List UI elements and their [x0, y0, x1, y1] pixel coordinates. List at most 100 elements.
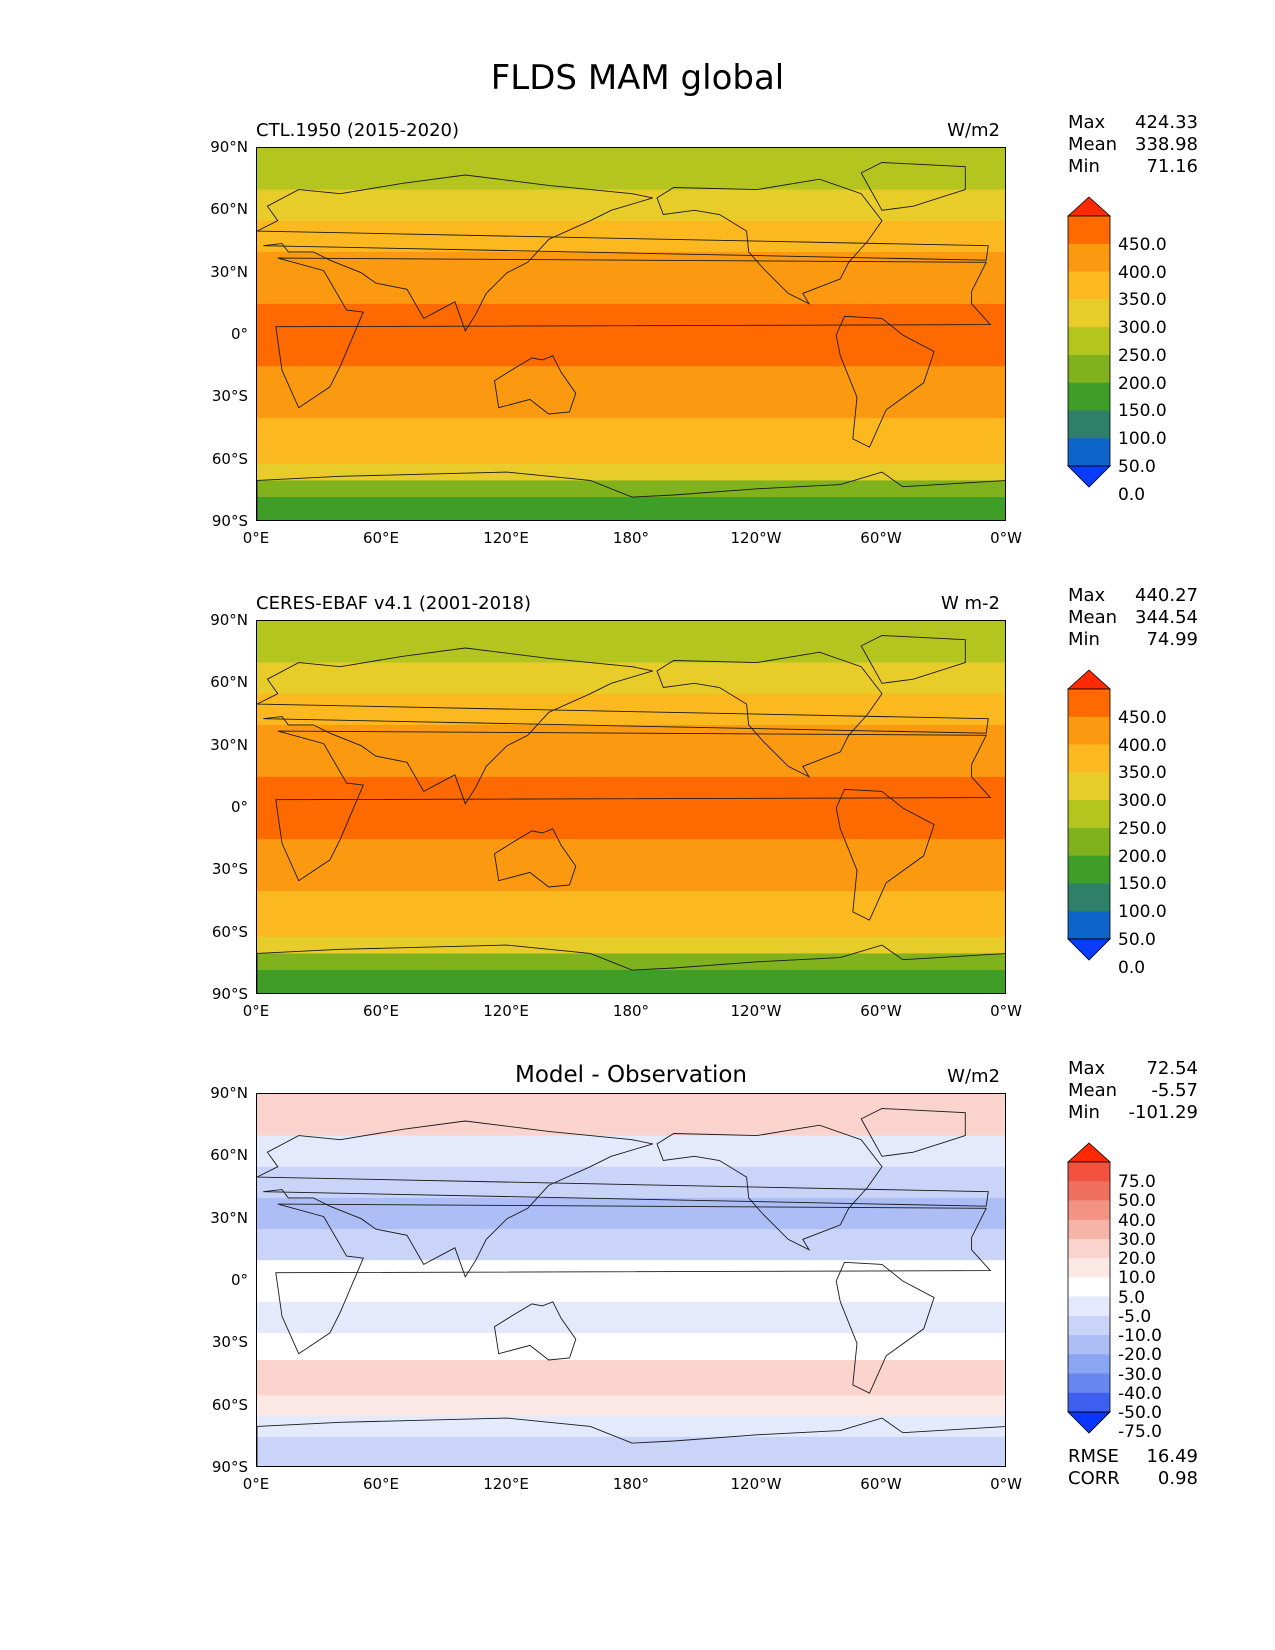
colorbar-tick-label: -10.0 — [1118, 1326, 1162, 1347]
colorbar-segment — [1068, 1181, 1110, 1201]
coastline-europe-asia — [257, 1120, 989, 1278]
lon-tick-label: 120°E — [483, 529, 529, 547]
colorbar-tick-label: -30.0 — [1118, 1364, 1162, 1385]
zonal-band-6 — [257, 366, 1005, 388]
lon-tick-label: 60°E — [362, 529, 400, 547]
map-svg — [257, 621, 1005, 993]
colorbar-segment — [1068, 744, 1110, 773]
panel-model-title: CTL.1950 (2015-2020) — [256, 120, 460, 141]
lat-tick-label: 90°N — [210, 611, 248, 629]
colorbar-bottom-extension — [1067, 465, 1111, 488]
zonal-band-0 — [257, 621, 1005, 664]
colorbar-svg — [1067, 196, 1112, 488]
colorbar-tick-label: 50.0 — [1118, 457, 1156, 477]
colorbar-tick-label: 200.0 — [1118, 846, 1167, 867]
colorbar-segment — [1068, 243, 1110, 272]
colorbar-tick-label: 450.0 — [1118, 234, 1167, 255]
stat-min-label: Min — [1068, 1102, 1100, 1123]
colorbar-tick-label: 400.0 — [1118, 262, 1167, 283]
panel-observation-title: CERES-EBAF v4.1 (2001-2018) — [256, 593, 532, 614]
colorbar-segment — [1068, 1219, 1110, 1240]
colorbar-tick-label: 350.0 — [1118, 290, 1167, 311]
lon-tick-label: 60°W — [860, 1475, 902, 1493]
colorbar-tick-label: 50.0 — [1118, 1191, 1156, 1212]
panel-observation-map — [256, 620, 1006, 994]
coastline-europe-asia — [257, 174, 989, 332]
panel-observation-units: W m-2 — [940, 593, 1000, 614]
zonal-band-12 — [257, 970, 1005, 993]
zonal-band-6 — [257, 839, 1005, 861]
colorbar-segment — [1068, 438, 1110, 467]
rmse-label: RMSE — [1068, 1446, 1119, 1467]
zonal-band-4 — [257, 283, 1005, 305]
colorbar-tick-label: 0.0 — [1118, 957, 1146, 978]
lon-tick-label: 120°E — [483, 1475, 529, 1493]
colorbar-tick-label: 100.0 — [1118, 429, 1167, 450]
colorbar-tick-label: 50.0 — [1118, 930, 1156, 950]
rmse-value: 16.49 — [1146, 1446, 1198, 1467]
zonal-band-11 — [257, 480, 1005, 498]
zonal-band-4 — [257, 756, 1005, 778]
lat-tick-label: 0° — [230, 798, 248, 816]
corr-label: CORR — [1068, 1468, 1120, 1489]
zonal-band-5 — [257, 303, 1005, 367]
lon-tick-label: 60°W — [860, 529, 902, 547]
stat-min-label: Min — [1068, 156, 1100, 177]
colorbar-bottom-extension — [1067, 938, 1111, 961]
coastline-south-america — [835, 315, 935, 448]
zonal-band-1 — [257, 189, 1005, 222]
zonal-band-8 — [257, 418, 1005, 444]
colorbar-segment — [1068, 1162, 1110, 1182]
lat-tick-label: 30°S — [211, 860, 248, 879]
zonal-band-4 — [257, 1229, 1005, 1261]
lon-tick-label: 0°W — [990, 529, 1022, 547]
zonal-band-5 — [257, 776, 1005, 840]
lat-tick-label: 60°N — [210, 200, 248, 219]
colorbar-segment — [1068, 1315, 1110, 1336]
lat-tick-label: 30°N — [210, 1208, 248, 1227]
lon-tick-label: 0°W — [990, 1475, 1022, 1493]
colorbar-segment — [1068, 271, 1110, 300]
corr-value: 0.98 — [1157, 1468, 1198, 1489]
colorbar-tick-label: 5.0 — [1118, 1287, 1146, 1308]
colorbar-outline — [1067, 688, 1111, 940]
zonal-band-3 — [257, 724, 1005, 757]
zonal-band-2 — [257, 693, 1005, 726]
colorbar-tick-label: 100.0 — [1118, 902, 1167, 923]
stat-max-value: 424.33 — [1135, 112, 1198, 133]
panel-difference-units: W/m2 — [947, 1066, 1000, 1087]
colorbar-segment — [1068, 216, 1110, 245]
coastline-antarctica — [257, 1417, 1005, 1466]
lon-tick-label: 180° — [612, 1002, 650, 1020]
zonal-band-1 — [257, 662, 1005, 695]
colorbar-bottom-extension — [1067, 1411, 1111, 1434]
lon-tick-label: 60°E — [362, 1475, 400, 1493]
zonal-band-5 — [257, 1260, 1005, 1303]
colorbar-tick-label: 400.0 — [1118, 735, 1167, 756]
colorbar-tick-label: -50.0 — [1118, 1403, 1162, 1423]
stat-mean-label: Mean — [1068, 607, 1118, 628]
stat-mean-label: Mean — [1068, 134, 1118, 155]
colorbar-segment — [1068, 354, 1110, 384]
map-svg — [257, 1094, 1005, 1466]
zonal-band-11 — [257, 1436, 1005, 1466]
colorbar-tick-label: 450.0 — [1118, 707, 1167, 728]
colorbar-segment — [1068, 716, 1110, 745]
lon-tick-label: 0°E — [242, 529, 270, 547]
zonal-band-9 — [257, 1395, 1005, 1417]
stat-mean-value: 338.98 — [1135, 134, 1198, 155]
colorbar-segment — [1068, 1277, 1110, 1298]
coastline-australia — [494, 355, 577, 415]
coastline-africa — [275, 1203, 992, 1355]
stat-mean-value: 344.54 — [1135, 607, 1198, 628]
coastline-europe-asia — [257, 647, 989, 805]
lat-tick-label: 0° — [230, 1271, 248, 1289]
lon-tick-label: 180° — [612, 1475, 650, 1493]
coastline-south-america — [835, 788, 935, 921]
coastline-africa — [275, 730, 992, 882]
colorbar-segment — [1068, 327, 1110, 356]
colorbar-tick-label: 300.0 — [1118, 791, 1167, 812]
colorbar-tick-label: 10.0 — [1118, 1268, 1156, 1289]
stat-max-label: Max — [1068, 1058, 1106, 1079]
panel-observation-stats: Max 440.27 Mean 344.54 Min 74.99 — [1068, 585, 1198, 651]
